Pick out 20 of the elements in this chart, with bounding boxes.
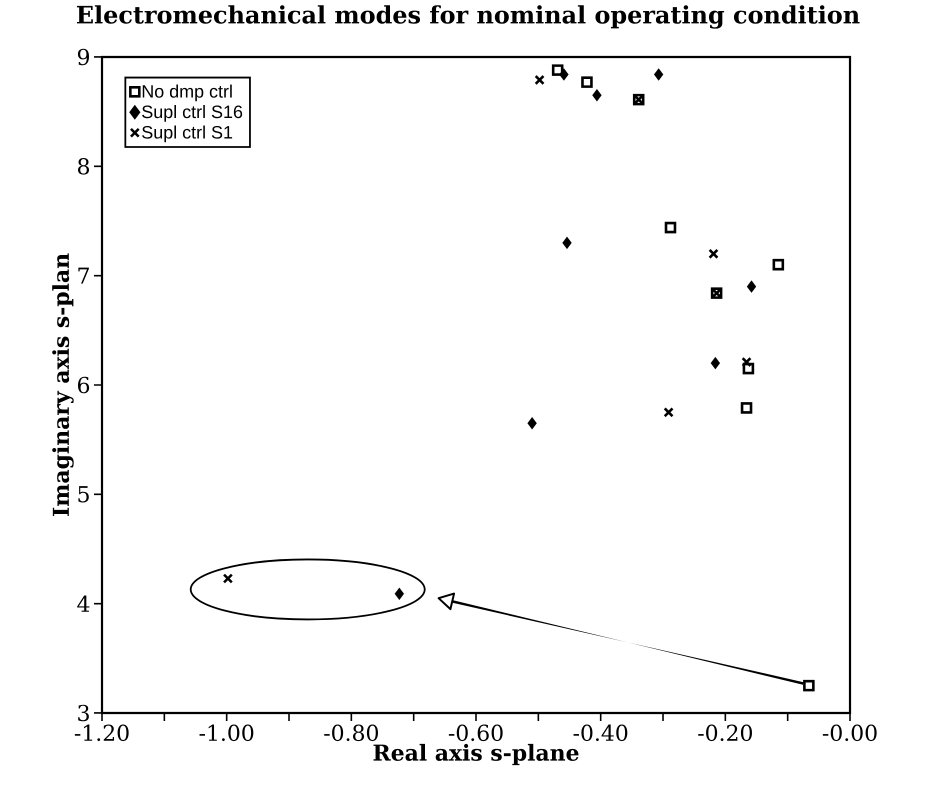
legend-label: Supl ctrl S1 [142,125,232,142]
y-tick-label: 4 [77,596,90,612]
x-tick-label: -0.40 [574,724,628,742]
y-tick-label: 9 [78,48,90,66]
x-axis-title: Real axis s-plane [374,744,579,766]
chart-title: Electromechanical modes for nominal operating condition [76,5,860,29]
y-tick-label: 5 [78,486,89,502]
y-tick-label: 6 [78,376,90,394]
x-tick-label: -1.20 [74,724,129,742]
y-tick-label: 7 [78,268,89,284]
x-tick-label: -1.00 [200,724,254,742]
y-axis-title: Imaginary axis s-plan [52,253,74,516]
y-tick-label: 8 [78,158,90,175]
x-tick-label: -0.00 [822,724,877,742]
x-tick-label: -0.80 [324,724,378,742]
y-tick-label: 3 [78,704,89,722]
x-tick-label: -0.60 [448,724,503,742]
x-tick-label: -0.20 [698,724,752,742]
legend-label: Supl ctrl S16 [142,105,242,122]
legend-label: No dmp ctrl [142,84,232,102]
